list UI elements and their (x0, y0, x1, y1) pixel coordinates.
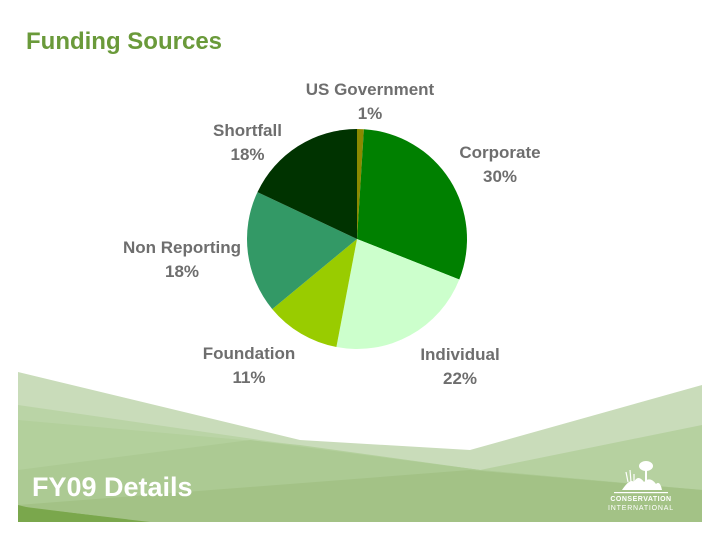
label-individual: Individual 22% (405, 343, 515, 391)
pie-slice-corporate (357, 129, 467, 280)
label-name: Individual (420, 345, 500, 364)
label-pct: 18% (164, 262, 200, 281)
slide-title: Funding Sources (26, 28, 223, 55)
label-name: Corporate (459, 143, 541, 162)
logo-text-line2: INTERNATIONAL (608, 505, 674, 512)
label-name: US Government (305, 80, 435, 99)
label-pct: 22% (442, 369, 478, 388)
conservation-international-logo: CONSERVATION INTERNATIONAL (600, 460, 682, 516)
logo-text-line1: CONSERVATION (610, 496, 672, 503)
label-non-reporting: Non Reporting 18% (112, 236, 252, 284)
label-foundation: Foundation 11% (190, 342, 308, 390)
footer-title: FY09 Details (32, 472, 193, 502)
label-pct: 18% (230, 145, 265, 164)
label-us-government: US Government 1% (290, 78, 450, 126)
pie-slice-us-government (357, 129, 364, 239)
pie-slice-foundation (272, 239, 357, 348)
label-corporate: Corporate 30% (445, 141, 555, 189)
label-name: Foundation (202, 344, 296, 363)
label-pct: 30% (482, 167, 518, 186)
pie-slice-shortfall (257, 129, 357, 239)
label-name: Non Reporting (122, 238, 242, 257)
pie-slice-non-reporting (246, 192, 357, 310)
label-pct: 1% (357, 104, 383, 123)
tree-landscape-icon (614, 461, 668, 494)
label-shortfall: Shortfall 18% (200, 119, 295, 167)
label-name: Shortfall (213, 121, 282, 140)
pie-slice-individual (336, 239, 460, 350)
label-pct: 11% (232, 368, 266, 387)
